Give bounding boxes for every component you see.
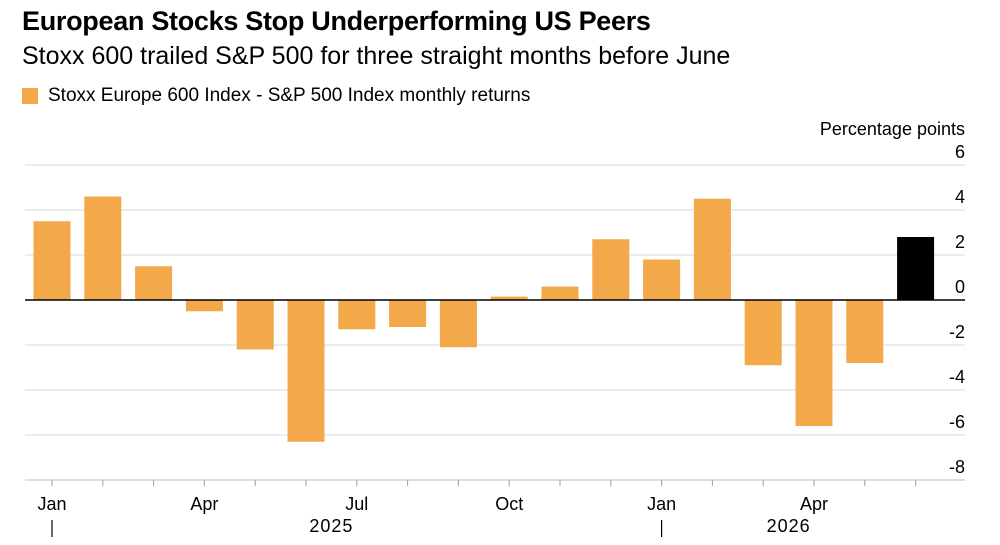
x-tick-label: Apr [800, 494, 828, 514]
bar [795, 300, 833, 426]
x-tick-label: Jan [647, 494, 676, 514]
bar [439, 300, 477, 348]
y-tick-label: 0 [955, 277, 965, 297]
bar [490, 296, 528, 300]
y-tick-label: 4 [955, 187, 965, 207]
bar [33, 221, 71, 300]
bar [541, 286, 579, 300]
legend-label: Stoxx Europe 600 Index - S&P 500 Index m… [48, 85, 531, 106]
y-tick-label: -6 [949, 412, 965, 432]
bar [236, 300, 274, 350]
y-tick-label: 2 [955, 232, 965, 252]
y-axis-title: Percentage points [820, 119, 965, 139]
legend-swatch [22, 88, 38, 104]
x-tick-label: Jan [37, 494, 66, 514]
x-tick-label: Jul [345, 494, 368, 514]
bar [135, 266, 173, 300]
y-tick-label: -4 [949, 367, 965, 387]
bar [338, 300, 376, 330]
bar [744, 300, 782, 366]
x-year-label: 2026 [767, 516, 811, 536]
bar [643, 259, 681, 300]
x-year-label: 2025 [309, 516, 353, 536]
y-tick-label: -2 [949, 322, 965, 342]
y-tick-label: -8 [949, 457, 965, 477]
bar [287, 300, 325, 442]
chart-title: European Stocks Stop Underperforming US … [22, 6, 651, 36]
chart-subtitle: Stoxx 600 trailed S&P 500 for three stra… [22, 42, 731, 70]
chart-legend: Stoxx Europe 600 Index - S&P 500 Index m… [22, 85, 530, 107]
bar [84, 196, 122, 300]
bar [846, 300, 884, 363]
x-tick-label: Apr [190, 494, 218, 514]
bar [592, 239, 630, 300]
bar [185, 300, 223, 312]
x-tick-label: Oct [495, 494, 523, 514]
y-tick-label: 6 [955, 142, 965, 162]
bar [389, 300, 427, 327]
bar [693, 198, 731, 300]
bar-highlight [897, 237, 935, 300]
